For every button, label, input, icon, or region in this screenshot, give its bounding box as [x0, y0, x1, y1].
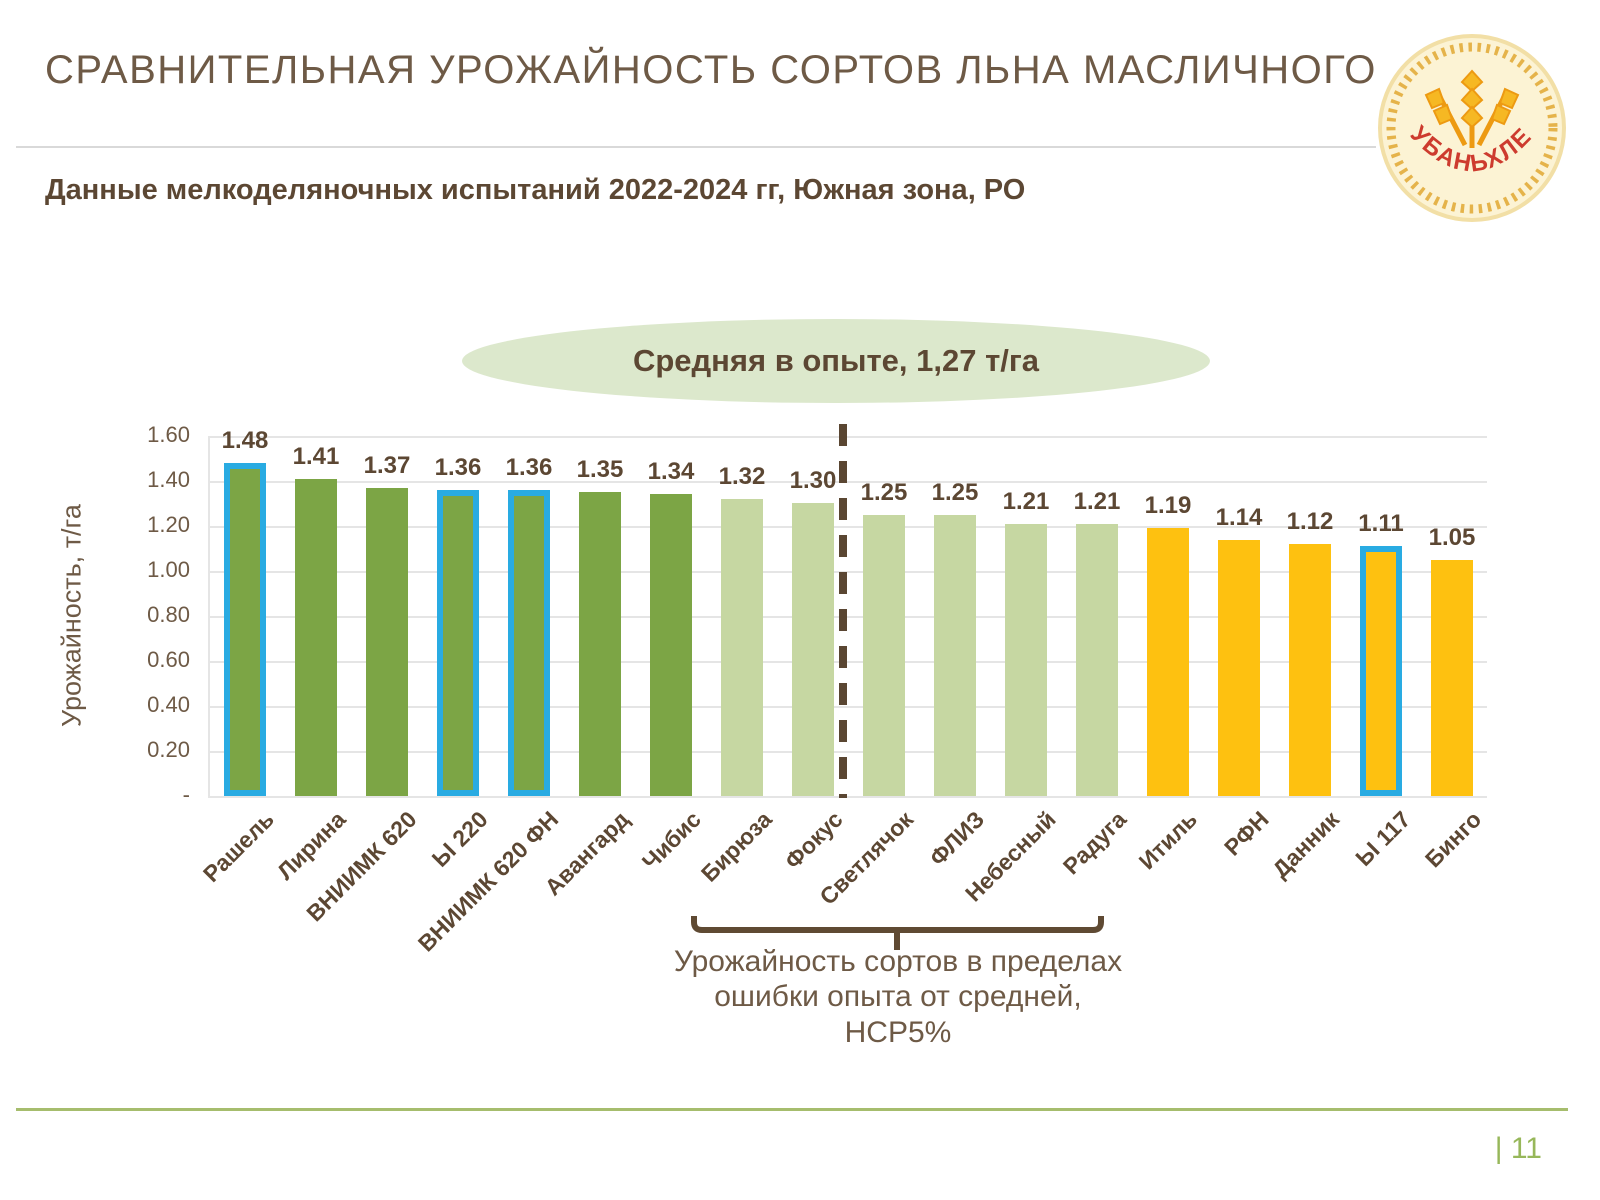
logo-wheat-ring [1386, 42, 1558, 214]
y-gridline [209, 526, 1487, 528]
wheat-icon [1424, 69, 1520, 148]
bar-13 [1076, 524, 1118, 796]
y-tick-label: 0.60 [147, 647, 190, 672]
bar-value-label: 1.05 [1428, 524, 1476, 551]
bar-value-label: 1.48 [221, 427, 269, 454]
y-gridline [209, 616, 1487, 618]
page-title: СРАВНИТЕЛЬНАЯ УРОЖАЙНОСТЬ СОРТОВ ЛЬНА МА… [45, 48, 1377, 92]
y-tick-label: 1.20 [147, 512, 190, 537]
y-tick-label: 1.60 [147, 422, 190, 447]
bar-value-label: 1.35 [576, 456, 624, 483]
x-axis-label: Ы 117 [1350, 806, 1416, 872]
y-gridline [209, 481, 1487, 483]
x-axis-label: Бинго [1419, 806, 1487, 873]
bar-15 [1218, 540, 1260, 796]
bar-value-label: 1.32 [718, 463, 766, 490]
bar-11 [934, 515, 976, 796]
bar-value-label: 1.21 [1073, 488, 1121, 515]
bracket-note: Урожайность сортов в пределах ошибки опы… [673, 945, 1123, 1049]
page-number: | 11 [1494, 1132, 1542, 1165]
bar-17 [1360, 546, 1402, 796]
y-tick-label: - [182, 782, 190, 807]
y-tick-label: 1.40 [147, 467, 190, 492]
bar-value-label: 1.36 [505, 454, 553, 481]
y-gridline [209, 661, 1487, 663]
bar-value-label: 1.11 [1358, 510, 1404, 537]
bracket-shape [691, 916, 1104, 950]
bar-12 [1005, 524, 1047, 796]
footer-line [16, 1108, 1568, 1111]
bar-value-label: 1.36 [434, 454, 482, 481]
bar-value-label: 1.34 [647, 458, 695, 485]
bar-value-label: 1.21 [1002, 488, 1050, 515]
bar-4 [437, 490, 479, 796]
bar-7 [650, 494, 692, 796]
bar-18 [1431, 560, 1473, 796]
x-axis-label: Чибис [636, 806, 706, 875]
bar-16 [1289, 544, 1331, 796]
y-gridline [209, 436, 1487, 438]
y-gridline [209, 706, 1487, 708]
bar-value-label: 1.37 [363, 452, 411, 479]
x-axis-label: Радуга [1057, 806, 1132, 880]
y-gridline [209, 571, 1487, 573]
bar-8 [721, 499, 763, 796]
bar-6 [579, 492, 621, 796]
bar-value-label: 1.12 [1286, 508, 1334, 535]
bar-value-label: 1.25 [931, 479, 979, 506]
y-tick-label: 0.20 [147, 737, 190, 762]
y-gridline [209, 751, 1487, 753]
title-separator [16, 146, 1376, 148]
x-axis-label: Данник [1267, 806, 1345, 883]
company-logo: КУБАНЬХЛЕБ [1377, 33, 1566, 222]
bar-value-label: 1.14 [1215, 504, 1263, 531]
y-tick-label: 0.40 [147, 692, 190, 717]
average-divider-line [838, 424, 847, 798]
x-axis-label: Рашель [198, 806, 280, 887]
plot-area: 1.48 1.41 1.37 1.36 1.36 1.35 1.34 1.32 1.30 1.25… [209, 427, 1487, 798]
x-axis-label: Бирюза [695, 806, 777, 887]
bar-14 [1147, 528, 1189, 796]
x-axis-label: ФЛИЗ [924, 806, 990, 871]
y-tick-label: 0.80 [147, 602, 190, 627]
x-axis-label: РФН [1218, 806, 1274, 861]
average-badge: Средняя в опыте, 1,27 т/га [462, 319, 1210, 403]
y-gridline [209, 796, 1487, 798]
bar-10 [863, 515, 905, 796]
bar-value-label: 1.25 [860, 479, 908, 506]
bar-value-label: 1.30 [789, 467, 837, 494]
bar-1 [224, 463, 266, 796]
x-axis-label: Ы 220 [426, 806, 493, 872]
bar-value-label: 1.41 [292, 443, 340, 470]
bar-3 [366, 488, 408, 796]
bar-value-label: 1.19 [1144, 492, 1192, 519]
x-axis-label: Итиль [1134, 806, 1203, 875]
bar-5 [508, 490, 550, 796]
bar-2 [295, 479, 337, 796]
x-axis-label: Фокус [779, 806, 848, 875]
bar-9 [792, 503, 834, 796]
y-tick-label: 1.00 [147, 557, 190, 582]
page-subtitle: Данные мелкоделяночных испытаний 2022-20… [45, 174, 1026, 206]
